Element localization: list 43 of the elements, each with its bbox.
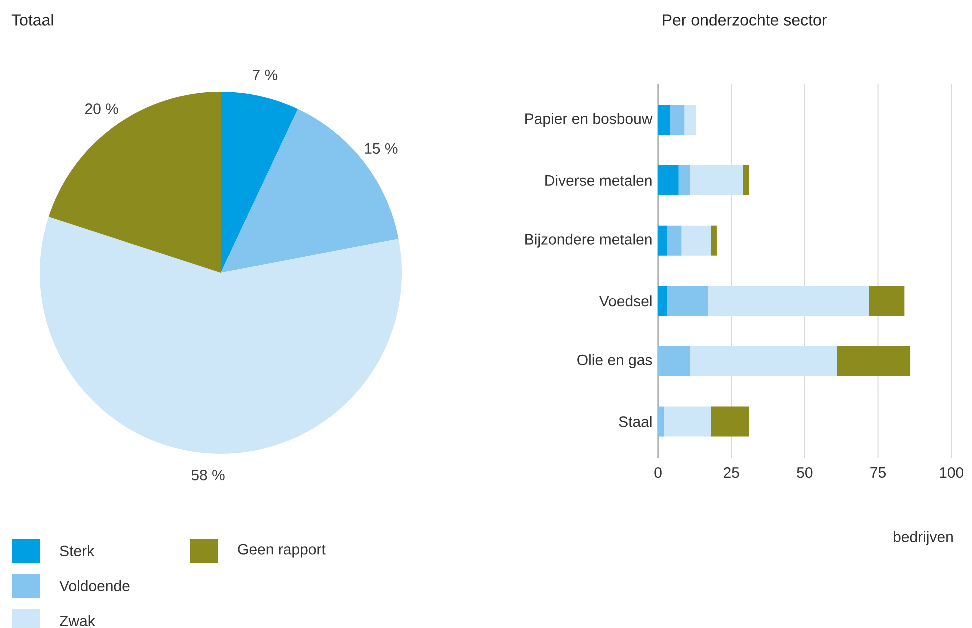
x-tick-label: 0 bbox=[654, 468, 662, 478]
chart-title: Totaal bbox=[12, 14, 54, 26]
y-tick-label: Staal bbox=[619, 416, 652, 428]
bar bbox=[658, 346, 691, 376]
x-tick-label: 75 bbox=[870, 468, 886, 478]
data-label: 58 % bbox=[192, 470, 225, 481]
bar bbox=[658, 105, 670, 136]
bar bbox=[658, 166, 679, 196]
bar bbox=[667, 226, 682, 256]
legend-label: Sterk bbox=[60, 545, 95, 556]
x-axis-title: bedrijven bbox=[894, 531, 953, 546]
legend-label: Geen rapport bbox=[238, 544, 326, 558]
bar bbox=[658, 286, 668, 316]
data-label: 7 % bbox=[253, 70, 278, 80]
legend-label: Zwak bbox=[60, 615, 96, 626]
x-tick-label: 100 bbox=[940, 468, 964, 478]
bar bbox=[837, 346, 911, 376]
data-label: 20 % bbox=[86, 104, 118, 114]
bar bbox=[869, 286, 905, 316]
y-tick-label: Diverse metalen bbox=[546, 175, 652, 186]
y-tick-label: Papier en bosbouw bbox=[526, 113, 653, 128]
y-tick-label: Bijzondere metalen bbox=[526, 234, 652, 248]
bar bbox=[667, 286, 708, 316]
bar bbox=[690, 346, 838, 376]
y-tick-label: Olie en gas bbox=[578, 354, 652, 368]
data-label: 15 % bbox=[365, 143, 398, 154]
bar bbox=[682, 226, 712, 256]
x-tick-label: 50 bbox=[797, 468, 813, 478]
bar bbox=[658, 406, 664, 437]
bar bbox=[678, 166, 691, 196]
bar bbox=[690, 166, 744, 196]
chart-title: Per onderzochte sector bbox=[663, 14, 827, 26]
bar bbox=[664, 406, 712, 437]
bar bbox=[684, 105, 696, 136]
x-tick-label: 25 bbox=[724, 468, 740, 478]
y-tick-label: Voedsel bbox=[599, 296, 652, 307]
legend-label: Voldoende bbox=[60, 580, 130, 592]
bar bbox=[711, 226, 717, 256]
bar bbox=[743, 166, 750, 196]
bar bbox=[708, 286, 870, 316]
bar bbox=[670, 105, 685, 136]
bar bbox=[658, 226, 668, 256]
bar bbox=[711, 406, 750, 437]
